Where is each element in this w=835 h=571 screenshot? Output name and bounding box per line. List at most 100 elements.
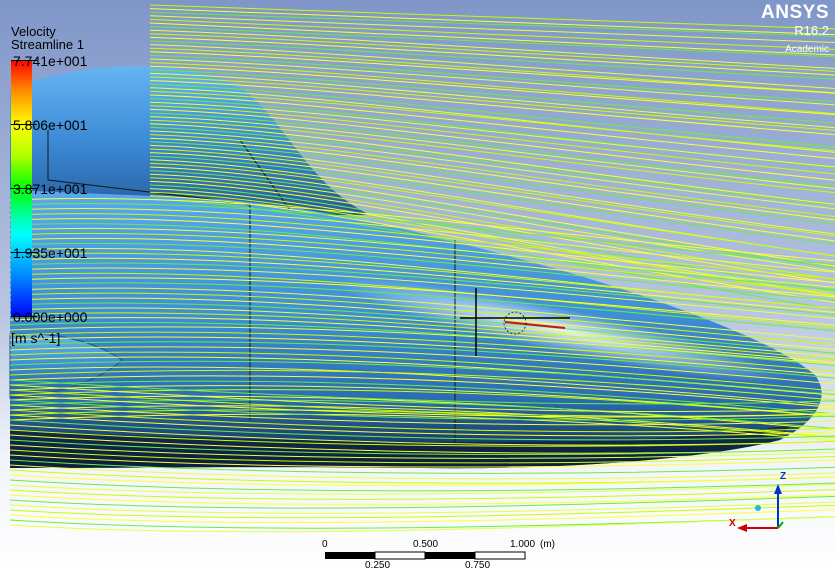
streamline	[9, 384, 835, 413]
probe-crosshair	[460, 288, 570, 356]
colorbar-tick	[11, 252, 37, 253]
streamline	[149, 54, 835, 103]
streamline	[149, 112, 835, 187]
streamline	[149, 62, 835, 115]
legend-max-label: 7.741e+001	[13, 53, 88, 69]
streamline	[9, 267, 835, 319]
logo-brand: ANSYS	[761, 2, 829, 23]
streamline	[149, 76, 835, 131]
streamline	[9, 454, 835, 468]
streamline	[9, 307, 835, 358]
streamline	[9, 419, 835, 441]
streamline	[9, 297, 835, 351]
streamline	[9, 218, 835, 283]
streamline	[9, 321, 835, 367]
streamline	[9, 379, 835, 405]
streamline	[149, 44, 835, 89]
streamline	[9, 464, 835, 480]
streamline	[149, 4, 835, 30]
streamline	[149, 137, 835, 221]
streamline	[9, 346, 835, 385]
streamline	[149, 116, 835, 189]
legend-tick-label: 3.871e+001	[13, 181, 88, 197]
streamline	[9, 213, 835, 280]
streamline	[149, 148, 835, 237]
legend-min-label: 0.000e+000	[13, 309, 88, 325]
streamline	[149, 40, 835, 80]
streamline	[149, 195, 835, 303]
ansys-logo: ANSYS R16.2 Academic	[755, 3, 829, 58]
streamline	[149, 15, 835, 44]
legend-title: Velocity	[11, 24, 56, 39]
scale-label: 0.500	[413, 539, 439, 550]
streamline	[9, 483, 835, 495]
axis-z-label: Z	[780, 471, 787, 482]
streamline	[9, 369, 835, 401]
streamline	[9, 459, 835, 474]
streamline	[149, 119, 835, 194]
streamline	[9, 414, 835, 437]
streamline	[149, 130, 835, 210]
streamline	[9, 227, 835, 288]
streamline	[9, 444, 835, 459]
streamline	[149, 65, 835, 116]
streamline	[9, 429, 835, 447]
logo-license: Academic	[785, 44, 829, 55]
streamline	[9, 509, 835, 524]
streamline	[149, 177, 835, 280]
scale-label: 0	[322, 539, 328, 550]
streamline	[9, 516, 835, 533]
streamline	[9, 272, 835, 328]
streamline	[9, 399, 835, 421]
streamline	[149, 126, 835, 206]
streamline	[149, 101, 835, 168]
streamline	[149, 108, 835, 181]
streamline	[149, 47, 835, 94]
streamline	[9, 474, 835, 486]
colorbar-tick	[11, 60, 37, 61]
legend-tick-label: 1.935e+001	[13, 245, 88, 261]
streamline	[149, 162, 835, 257]
scale-bar	[325, 551, 526, 560]
streamline	[9, 287, 835, 341]
streamline	[149, 29, 835, 69]
streamline	[9, 405, 835, 438]
streamline	[149, 152, 835, 242]
scale-label: 0.750	[465, 560, 491, 571]
colorbar-tick	[11, 188, 37, 189]
streamline	[9, 223, 835, 291]
streamline	[9, 237, 835, 298]
streamline	[9, 494, 835, 505]
scale-label: 1.000	[510, 539, 536, 550]
streamline	[149, 134, 835, 218]
streamline	[9, 242, 835, 301]
streamline	[149, 123, 835, 205]
streamline	[149, 69, 835, 124]
streamline	[9, 336, 835, 377]
streamline	[9, 409, 835, 433]
streamline	[9, 439, 835, 456]
streamline	[149, 87, 835, 153]
streamline	[149, 141, 835, 225]
streamline	[149, 33, 835, 72]
legend-tick-label: 5.806e+001	[13, 117, 88, 133]
streamline	[149, 11, 835, 37]
streamline	[9, 312, 835, 360]
streamline	[149, 166, 835, 267]
legend-units: [m s^-1]	[11, 330, 61, 346]
streamline	[9, 317, 835, 363]
streamline	[149, 188, 835, 296]
streamline	[9, 331, 835, 372]
scale-label: 0.250	[365, 560, 391, 571]
streamline	[9, 207, 835, 273]
streamline	[149, 80, 835, 136]
streamline	[9, 202, 835, 265]
streamline	[9, 375, 835, 409]
train-nose-body	[10, 190, 822, 469]
streamline	[9, 394, 835, 418]
streamline	[149, 51, 835, 94]
streamline	[9, 292, 835, 346]
streamline	[149, 58, 835, 106]
streamline	[149, 180, 835, 284]
